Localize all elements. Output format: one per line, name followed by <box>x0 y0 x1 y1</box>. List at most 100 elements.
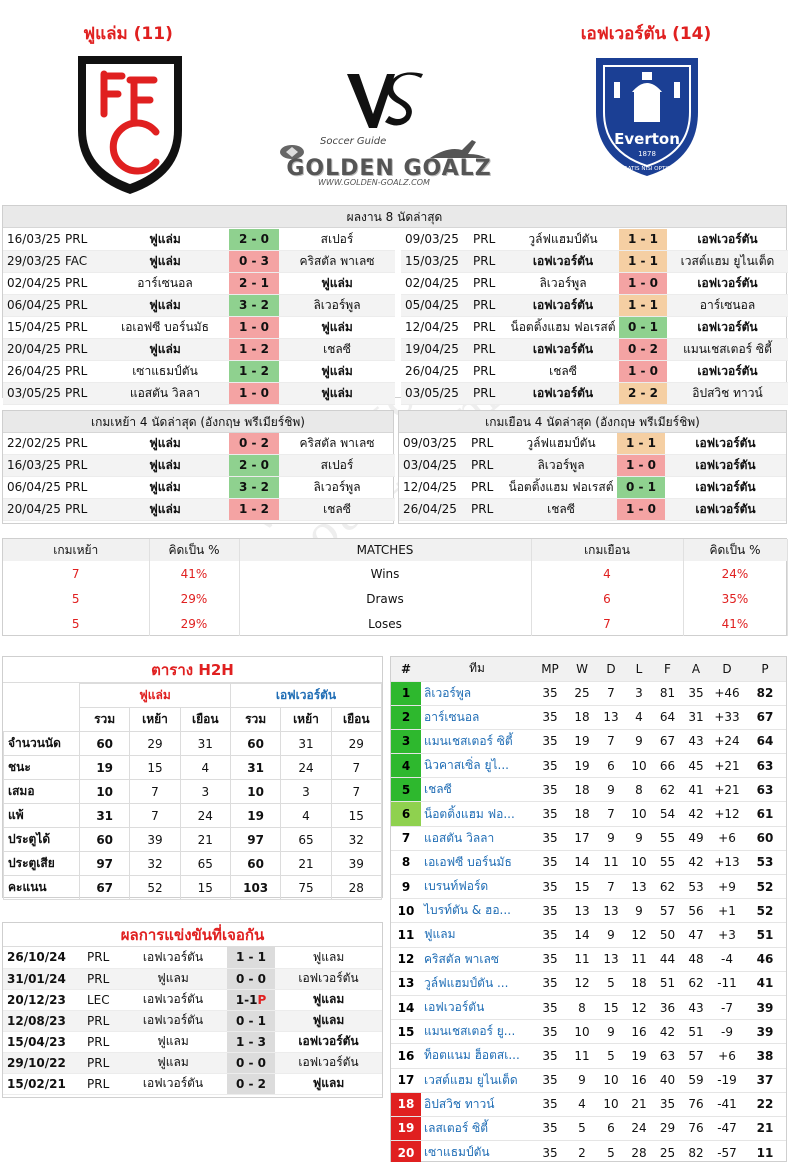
away-percent: 24% <box>683 561 788 586</box>
away-team[interactable]: ฟูแลม <box>275 989 382 1011</box>
league-team[interactable]: ฟูแลม <box>421 922 533 948</box>
away-team[interactable]: คริสตัล พาเลซ <box>279 433 395 455</box>
home-team[interactable]: เอฟเวอร์ตัน <box>119 1010 227 1032</box>
away-team[interactable]: เอฟเวอร์ตัน <box>275 1052 382 1074</box>
league-team[interactable]: อิปสวิช ทาวน์ <box>421 1092 533 1117</box>
home-team[interactable]: น็อตติ้งแฮม ฟอเรสต์ <box>505 476 617 499</box>
competition: PRL <box>63 476 101 499</box>
away-team[interactable]: ลิเวอร์พูล <box>279 294 395 317</box>
away-team[interactable]: เชลซี <box>279 498 395 521</box>
away-team[interactable]: แมนเชสเตอร์ ซิตี้ <box>667 338 788 361</box>
h2h-value: 10 <box>78 779 131 804</box>
away-team[interactable]: ฟูแล่ม <box>279 360 395 383</box>
away-team[interactable]: เอฟเวอร์ตัน <box>275 1031 382 1053</box>
league-team[interactable]: อาร์เซนอล <box>421 705 533 730</box>
away-team[interactable]: สเปอร์ <box>279 229 395 251</box>
league-l: 4 <box>625 705 653 730</box>
home-team[interactable]: เชลซี <box>505 498 617 521</box>
home-team[interactable]: น็อตติ้งแฮม ฟอเรสต์ <box>507 316 619 339</box>
home-team[interactable]: ลิเวอร์พูล <box>505 454 617 477</box>
league-position: 16 <box>391 1043 421 1069</box>
home-team[interactable]: วูล์ฟแฮมป์ตัน <box>505 433 617 455</box>
league-team[interactable]: เบรนท์ฟอร์ด <box>421 874 533 900</box>
home-team[interactable]: ฟูแล่ม <box>101 229 229 251</box>
league-team[interactable]: เอฟเวอร์ตัน <box>421 995 533 1021</box>
home-team[interactable]: เอฟเวอร์ตัน <box>507 294 619 317</box>
match-date: 05/04/25 <box>401 294 471 317</box>
home-team[interactable]: เอเอฟซี บอร์นมัธ <box>101 316 229 339</box>
match-date: 02/04/25 <box>401 272 471 295</box>
home-team[interactable]: ฟูแลม <box>119 1031 227 1053</box>
away-team[interactable]: ฟูแล่ม <box>279 316 395 339</box>
league-team[interactable]: เวสต์แฮม ยูไนเต็ด <box>421 1068 533 1093</box>
league-team[interactable]: เซาแธมป์ตัน <box>421 1140 533 1162</box>
home-team[interactable]: เอฟเวอร์ตัน <box>119 947 227 969</box>
league-team[interactable]: น็อตติ้งแฮม ฟอ... <box>421 801 533 827</box>
away-team[interactable]: เอฟเวอร์ตัน <box>667 229 788 251</box>
home-team[interactable]: เชลซี <box>507 360 619 383</box>
away-team[interactable]: เอฟเวอร์ตัน <box>665 476 786 499</box>
away-team[interactable]: อิปสวิช ทาวน์ <box>667 382 788 405</box>
home-team[interactable]: ฟูแล่ม <box>101 498 229 521</box>
league-team[interactable]: เอเอฟซี บอร์นมัธ <box>421 850 533 876</box>
away-team[interactable]: ลิเวอร์พูล <box>279 476 395 499</box>
league-position: 8 <box>391 850 421 876</box>
league-team[interactable]: นิวคาสเซิ่ล ยูไ... <box>421 753 533 779</box>
away-team[interactable]: ฟูแลม <box>275 947 382 969</box>
league-team[interactable]: เลสเตอร์ ซิตี้ <box>421 1116 533 1142</box>
away-team[interactable]: คริสตัล พาเลซ <box>279 250 395 273</box>
home-team[interactable]: ฟูแล่ม <box>101 338 229 361</box>
h2h-value: 19 <box>229 803 282 828</box>
league-team[interactable]: คริสตัล พาเลซ <box>421 947 533 972</box>
home-team[interactable]: เซาแธมป์ตัน <box>101 360 229 383</box>
away-team[interactable]: เอฟเวอร์ตัน <box>667 272 788 295</box>
away-team[interactable]: ฟูแล่ม <box>279 382 395 405</box>
away-team[interactable]: ฟูแล่ม <box>279 272 395 295</box>
away-team[interactable]: ฟูแลม <box>275 1073 382 1095</box>
league-p: 51 <box>744 922 786 948</box>
away-team[interactable]: เวสต์แฮม ยูไนเต็ด <box>667 250 788 273</box>
away-team[interactable]: สเปอร์ <box>279 454 395 477</box>
home-team[interactable]: ฟูแล่ม <box>101 454 229 477</box>
home-team[interactable]: ฟูแล่ม <box>101 294 229 317</box>
league-team[interactable]: แมนเชสเตอร์ ซิตี้ <box>421 729 533 755</box>
home-team[interactable]: ฟูแล่ม <box>101 476 229 499</box>
competition: PRL <box>63 272 101 295</box>
league-team[interactable]: เชลซี <box>421 777 533 803</box>
away-team[interactable]: เอฟเวอร์ตัน <box>665 433 786 455</box>
h2h-value: 60 <box>78 731 131 756</box>
away-team[interactable]: อาร์เซนอล <box>667 294 788 317</box>
competition: PRL <box>63 294 101 317</box>
league-gd: +21 <box>710 777 744 803</box>
away-team[interactable]: เอฟเวอร์ตัน <box>275 968 382 990</box>
league-mp: 35 <box>533 1092 567 1117</box>
home-team[interactable]: ฟูแล่ม <box>101 250 229 273</box>
home-team[interactable]: อาร์เซนอล <box>101 272 229 295</box>
away-team[interactable]: เอฟเวอร์ตัน <box>665 498 786 521</box>
result-row: 26/04/25 PRL เซาแธมป์ตัน 1 - 2 ฟูแล่ม <box>3 360 395 383</box>
league-team[interactable]: วูล์ฟแฮมป์ตัน ... <box>421 971 533 996</box>
home-team[interactable]: ฟูแล่ม <box>101 433 229 455</box>
home-team[interactable]: เอฟเวอร์ตัน <box>507 338 619 361</box>
home-team[interactable]: ฟูแลม <box>119 968 227 990</box>
league-team[interactable]: แอสตัน วิลลา <box>421 826 533 851</box>
home-team[interactable]: ลิเวอร์พูล <box>507 272 619 295</box>
away-team[interactable]: เชลซี <box>279 338 395 361</box>
league-team[interactable]: แมนเชสเตอร์ ยู... <box>421 1019 533 1045</box>
home-team[interactable]: แอสตัน วิลลา <box>101 382 229 405</box>
league-team[interactable]: ลิเวอร์พูล <box>421 681 533 706</box>
league-team[interactable]: ท็อตแนม ฮ็อตสเ... <box>421 1043 533 1069</box>
away-team[interactable]: เอฟเวอร์ตัน <box>667 316 788 339</box>
league-gd: +3 <box>710 922 744 948</box>
league-team[interactable]: ไบรท์ตัน & ฮอ... <box>421 898 533 924</box>
home-team[interactable]: เอฟเวอร์ตัน <box>119 1073 227 1095</box>
away-team[interactable]: เอฟเวอร์ตัน <box>665 454 786 477</box>
home-team[interactable]: เอฟเวอร์ตัน <box>507 382 619 405</box>
home-team[interactable]: วูล์ฟแฮมป์ตัน <box>507 229 619 251</box>
home-team[interactable]: เอฟเวอร์ตัน <box>507 250 619 273</box>
home-team[interactable]: ฟูแลม <box>119 1052 227 1074</box>
home-team[interactable]: เอฟเวอร์ตัน <box>119 989 227 1011</box>
score: 1 - 0 <box>229 382 279 405</box>
away-team[interactable]: เอฟเวอร์ตัน <box>667 360 788 383</box>
away-team[interactable]: ฟูแลม <box>275 1010 382 1032</box>
